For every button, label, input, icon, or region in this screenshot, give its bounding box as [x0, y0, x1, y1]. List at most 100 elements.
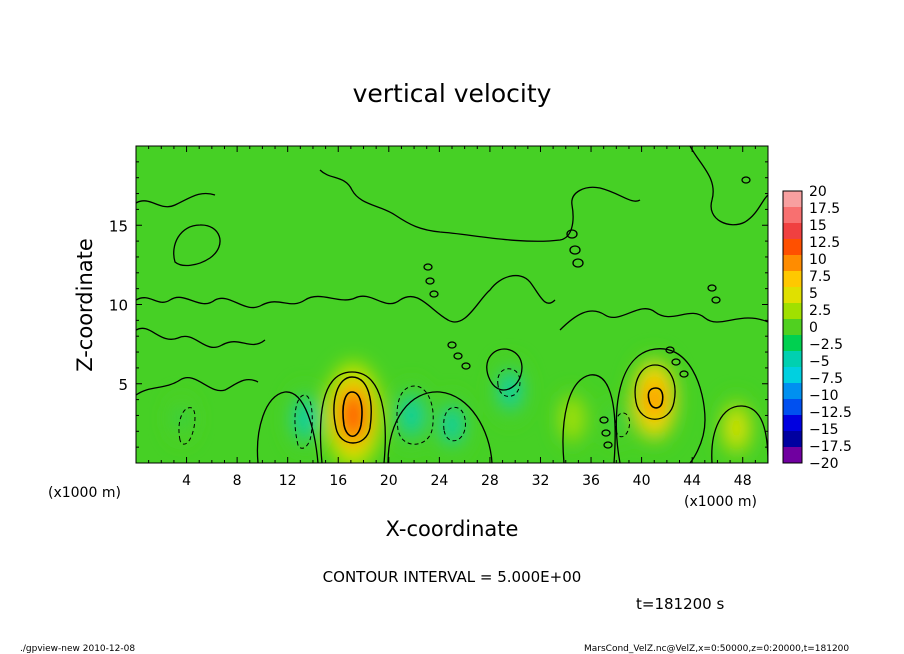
colorbar-swatch: [783, 303, 802, 320]
colorbar-swatch: [783, 319, 802, 336]
x-axis-label: X-coordinate: [386, 517, 519, 541]
contour-line: [256, 391, 319, 463]
dashed-contour: [396, 385, 434, 445]
contour-line: [634, 364, 676, 420]
contour-line: [136, 327, 266, 348]
negative-contours: [178, 368, 631, 449]
colorbar-swatch: [783, 191, 802, 208]
velocity-field: [167, 352, 756, 463]
colorbar-label: 20: [809, 184, 827, 200]
dashed-contour: [294, 394, 313, 449]
colorbar-label: 7.5: [809, 269, 831, 285]
contour-line: [136, 192, 216, 208]
velocity-cell: [728, 413, 745, 443]
contour-line: [711, 405, 768, 463]
colorbar-swatch: [783, 431, 802, 448]
contour-line: [559, 308, 768, 331]
colorbar-swatch: [783, 335, 802, 352]
colorbar-swatch: [783, 447, 802, 464]
colorbar-swatch: [783, 255, 802, 272]
y-axis-label: Z-coordinate: [73, 238, 97, 372]
contour-lines: [136, 146, 768, 463]
footer-left: ./gpview-new 2010-12-08: [20, 644, 135, 654]
contour-line: [387, 391, 493, 463]
colorbar-label: −15: [809, 422, 839, 438]
colorbar-swatch: [783, 223, 802, 240]
colorbar-swatch: [783, 271, 802, 288]
colorbar-label: −5: [809, 354, 830, 370]
velocity-cell: [343, 397, 364, 434]
y-tick-label: 10: [109, 297, 128, 315]
x-tick-label: 44: [683, 473, 701, 489]
colorbar-label: 15: [809, 218, 827, 234]
time-text: t=181200 s: [636, 595, 724, 613]
y-tick-label: 5: [118, 376, 128, 394]
colorbar: 2017.51512.5107.552.50−2.5−5−7.5−10−12.5…: [782, 184, 852, 472]
colorbar-frame: [782, 190, 803, 464]
colorbar-swatch: [783, 399, 802, 416]
velocity-cell: [175, 408, 188, 429]
colorbar-label: 10: [809, 252, 827, 268]
colorbar-label: −2.5: [809, 337, 843, 353]
colorbar-swatch: [783, 207, 802, 224]
contour-line: [333, 376, 372, 444]
x-tick-label: 20: [380, 473, 398, 489]
colorbar-swatch: [783, 415, 802, 432]
colorbar-label: −10: [809, 388, 839, 404]
x-tick-label: 36: [582, 473, 600, 489]
small-cells: [423, 176, 751, 449]
x-tick-label: 28: [481, 473, 499, 489]
contour-line: [486, 348, 523, 391]
x-tick-label: 24: [430, 473, 448, 489]
dashed-contour: [497, 368, 521, 397]
velocity-cell: [297, 403, 314, 434]
contour-line: [615, 348, 706, 463]
x-tick-label: 40: [633, 473, 651, 489]
contour-line: [136, 274, 556, 323]
colorbar-label: −17.5: [809, 439, 852, 455]
contour-line: [319, 169, 641, 242]
colorbar-label: 2.5: [809, 303, 831, 319]
colorbar-label: 5: [809, 286, 818, 302]
contour-line: [647, 387, 664, 409]
colorbar-label: −7.5: [809, 371, 843, 387]
colorbar-swatch: [783, 239, 802, 256]
colorbar-label: 12.5: [809, 235, 840, 251]
plot-area: [136, 146, 768, 463]
x-tick-label: 32: [532, 473, 550, 489]
contour-line: [342, 391, 363, 438]
contour-line: [319, 371, 386, 463]
colorbar-swatch: [783, 351, 802, 368]
x-tick-label: 16: [329, 473, 347, 489]
footer-right: MarsCond_VelZ.nc@VelZ,x=0:50000,z=0:2000…: [584, 644, 849, 654]
velocity-cell: [564, 406, 580, 432]
contour-line: [173, 224, 221, 267]
x-tick-label: 12: [279, 473, 297, 489]
x-unit-left: (x1000 m): [48, 485, 121, 501]
contour-interval-text: CONTOUR INTERVAL = 5.000E+00: [323, 568, 582, 586]
colorbar-label: 0: [809, 320, 818, 336]
contour-line: [136, 377, 259, 396]
colorbar-label: 17.5: [809, 201, 840, 217]
colorbar-label: −12.5: [809, 405, 852, 421]
x-unit-right: (x1000 m): [684, 494, 757, 510]
y-axis: 5 10 15: [109, 161, 768, 448]
contour-line: [689, 146, 768, 226]
colorbar-swatch: [783, 367, 802, 384]
velocity-cell: [444, 411, 460, 439]
dashed-contour: [178, 407, 196, 445]
colorbar-label: −20: [809, 456, 839, 472]
y-tick-label: 15: [109, 217, 128, 235]
velocity-cell: [502, 376, 518, 404]
dashed-contour: [615, 412, 631, 438]
colorbar-swatch: [783, 287, 802, 304]
x-tick-label: 8: [233, 473, 242, 489]
chart-title: vertical velocity: [353, 79, 552, 108]
x-tick-label: 48: [734, 473, 752, 489]
velocity-cell: [403, 400, 420, 431]
x-axis: 4 8 12 16 20 24 28 32 36 40 44 48: [148, 146, 756, 489]
contour-line: [562, 374, 616, 463]
x-tick-label: 4: [182, 473, 191, 489]
colorbar-swatch: [783, 383, 802, 400]
